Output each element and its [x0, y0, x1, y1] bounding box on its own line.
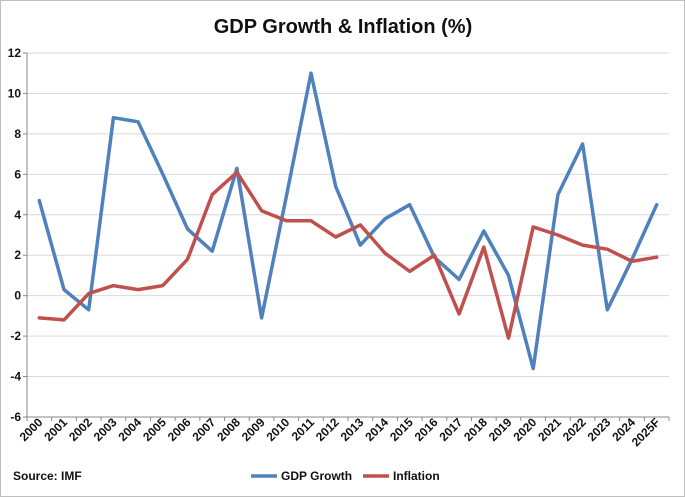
x-tick-label: 2015: [387, 415, 416, 444]
source-note: Source: IMF: [13, 469, 82, 483]
legend: GDP Growth Inflation: [251, 469, 440, 483]
x-tick-label: 2002: [66, 415, 95, 444]
legend-label-gdp-growth: GDP Growth: [281, 469, 352, 483]
x-tick-label: 2020: [511, 415, 540, 444]
y-tick-label: 6: [14, 167, 21, 181]
series-lines: [39, 73, 656, 368]
x-tick-label: 2007: [190, 415, 219, 444]
y-tick-label: 10: [8, 86, 22, 100]
y-axis: -6 -4 -2 0 2 4 6 8 10 12: [8, 46, 27, 424]
x-tick-label: 2019: [486, 415, 515, 444]
x-tick-label: 2023: [585, 415, 614, 444]
x-tick-label: 2018: [461, 415, 490, 444]
x-tick-label: 2009: [239, 415, 268, 444]
x-tick-label: 2013: [338, 415, 367, 444]
x-tick-label: 2012: [313, 415, 342, 444]
series-line-gdp-growth: [39, 73, 656, 368]
y-tick-label: -2: [10, 329, 21, 343]
x-tick-label: 2021: [535, 415, 564, 444]
x-tick-label: 2016: [412, 415, 441, 444]
y-tick-label: 4: [14, 208, 21, 222]
x-tick-label: 2025F: [629, 415, 663, 449]
x-tick-label: 2003: [91, 415, 120, 444]
chart-title: GDP Growth & Inflation (%): [214, 16, 473, 38]
x-tick-label: 2004: [115, 415, 144, 444]
y-tick-label: 8: [14, 127, 21, 141]
y-tick-label: -6: [10, 410, 21, 424]
x-tick-label: 2000: [17, 415, 46, 444]
y-tick-label: 0: [14, 289, 21, 303]
y-tick-label: 12: [8, 46, 22, 60]
x-tick-label: 2005: [140, 415, 169, 444]
x-tick-label: 2014: [362, 415, 391, 444]
x-tick-label: 2022: [560, 415, 589, 444]
x-axis: 2000200120022003200420052006200720082009…: [17, 415, 669, 449]
x-tick-label: 2006: [165, 415, 194, 444]
x-tick-label: 2011: [289, 415, 318, 444]
y-tick-label: 2: [14, 248, 21, 262]
x-tick-label: 2010: [264, 415, 293, 444]
x-tick-label: 2008: [214, 415, 243, 444]
x-tick-label: 2017: [436, 415, 465, 444]
y-tick-label: -4: [10, 370, 21, 384]
x-tick-label: 2001: [41, 415, 70, 444]
legend-label-inflation: Inflation: [393, 469, 440, 483]
